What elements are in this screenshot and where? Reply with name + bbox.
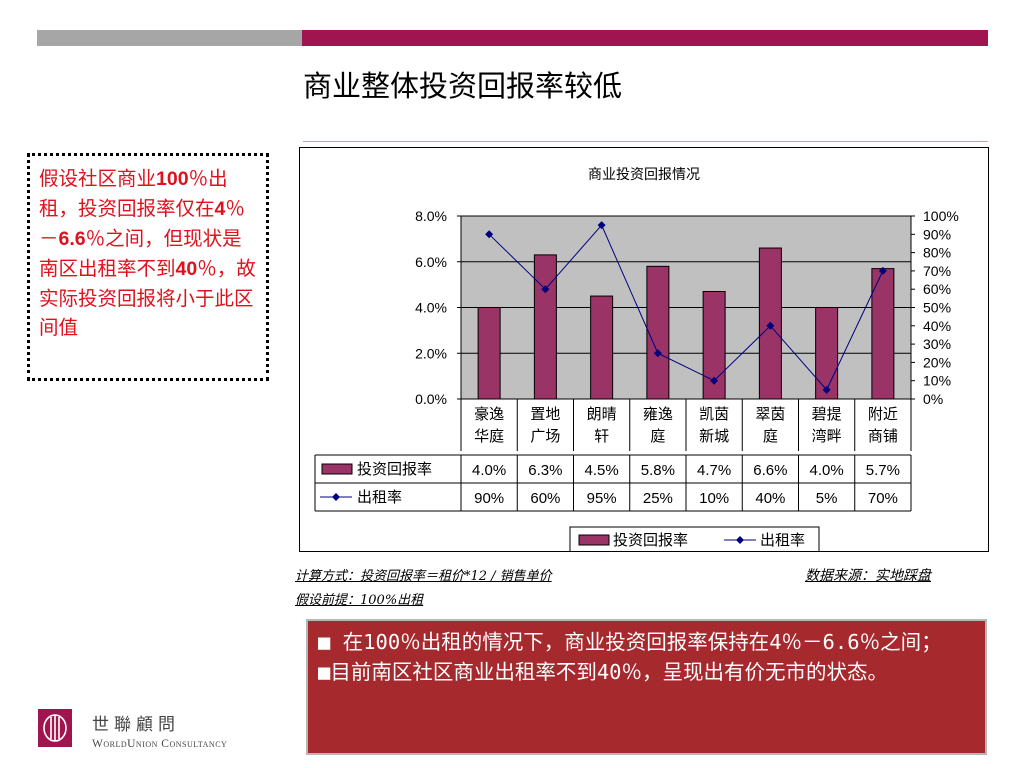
- right-axis-tick-label: 60%: [923, 281, 951, 297]
- right-axis-tick-label: 90%: [923, 226, 951, 242]
- legend-box: [569, 526, 820, 551]
- line-series-occupancy: [488, 224, 884, 391]
- right-axis-tick-label: 40%: [923, 318, 951, 334]
- category-label-line-1: 凯茵: [699, 405, 729, 423]
- category-label-line-2: 湾畔: [812, 427, 842, 445]
- right-axis-tick-label: 50%: [923, 300, 951, 316]
- note-text-4: ％之间，但现状是南区出租率不到: [39, 227, 242, 280]
- header-bar-gray: [37, 30, 302, 46]
- line-point: [822, 385, 831, 394]
- right-axis-tick-label: 0%: [923, 391, 943, 407]
- bar: [590, 295, 614, 400]
- summary-box: ■ 在100％出租的情况下，商业投资回报率保持在4％－6.6％之间； ■目前南区…: [306, 619, 987, 755]
- left-axis-tick-label: 2.0%: [415, 345, 447, 361]
- left-axis-tick-label: 6.0%: [415, 254, 447, 270]
- note-number-6-6: 6.6: [58, 228, 86, 250]
- right-axis-tick-label: 70%: [923, 263, 951, 279]
- legend-label-line: 出租率: [760, 531, 805, 549]
- left-axis-tick-label: 8.0%: [415, 208, 447, 224]
- bar: [815, 307, 839, 400]
- note-number-40: 40: [175, 258, 198, 280]
- combo-chart: 商业投资回报情况 0.0% 2.0% 4.0% 6.0% 8.0% 0% 10% 20% 30% 4…: [314, 167, 959, 551]
- chart-title: 商业投资回报情况: [588, 167, 700, 183]
- category-label-line-1: 碧提: [812, 405, 842, 423]
- legend-label-bar: 投资回报率: [613, 531, 688, 549]
- note-text-1: 假设社区商业: [39, 167, 157, 190]
- legend-key-marker: [736, 536, 744, 544]
- table-key-marker: [332, 493, 340, 501]
- line-point: [710, 376, 719, 385]
- left-axis-tick-label: 0.0%: [415, 391, 447, 407]
- line-point: [653, 349, 662, 358]
- right-axis-tick-label: 10%: [923, 373, 951, 389]
- summary-line-1: ■ 在100％出租的情况下，商业投资回报率保持在4％－6.6％之间；: [318, 630, 942, 654]
- category-label-line-1: 豪逸: [474, 405, 504, 423]
- category-label-line-1: 附近: [868, 405, 898, 423]
- category-label-line-1: 雍逸: [643, 405, 673, 423]
- table-cell-bar-value: 4.5%: [585, 462, 619, 479]
- category-label-line-2: 新城: [699, 427, 729, 445]
- right-axis-tick-label: 80%: [923, 245, 951, 261]
- note-text-5: ％，故实际投资回报将小于此区间值: [39, 257, 256, 339]
- chart-frame: 商业投资回报情况 0.0% 2.0% 4.0% 6.0% 8.0% 0% 10% 20% 30% 4…: [299, 147, 989, 552]
- table-cell-line-value: 5%: [816, 490, 838, 507]
- bar: [533, 254, 557, 400]
- line-point: [597, 221, 606, 230]
- bar: [477, 307, 501, 400]
- table-cell-line-value: 60%: [530, 490, 560, 507]
- category-label-line-2: 轩: [594, 427, 609, 445]
- table-cell-line-value: 10%: [699, 490, 729, 507]
- right-axis-tick-label: 100%: [923, 208, 959, 224]
- table-cell-line-value: 95%: [587, 490, 617, 507]
- line-point: [485, 230, 494, 239]
- table-cell-bar-value: 4.0%: [472, 462, 506, 479]
- category-label-line-2: 庭: [763, 427, 778, 445]
- table-cell-line-value: 70%: [868, 490, 898, 507]
- table-cell-bar-value: 4.7%: [697, 462, 731, 479]
- note-text-3: ％－: [39, 197, 245, 250]
- table-cell-bar-value: 6.6%: [753, 462, 787, 479]
- category-label-line-2: 广场: [530, 427, 560, 445]
- category-label-line-2: 庭: [650, 427, 665, 445]
- category-label-line-1: 翠茵: [755, 405, 785, 423]
- category-label-line-2: 商铺: [868, 427, 898, 445]
- right-axis-tick-label: 30%: [923, 336, 951, 352]
- table-series-name-bar: 投资回报率: [357, 460, 432, 478]
- data-source-note: 数据来源：实地踩盘: [805, 568, 931, 584]
- bar: [646, 265, 670, 400]
- note-number-100: 100: [156, 168, 189, 190]
- header-bar-accent: [302, 30, 988, 46]
- logo-english-name: WorldUnion Consultancy: [92, 738, 228, 750]
- legend-key-bar: [578, 534, 610, 546]
- bar: [702, 290, 726, 400]
- category-label-line-1: 置地: [530, 405, 560, 423]
- worldunion-logo-icon: [38, 709, 72, 747]
- table-cell-bar-value: 5.7%: [866, 462, 900, 479]
- right-axis-tick-label: 20%: [923, 354, 951, 370]
- slide-title: 商业整体投资回报率较低: [303, 69, 623, 103]
- line-point: [878, 266, 887, 275]
- line-point: [766, 321, 775, 330]
- category-label-line-2: 华庭: [474, 427, 504, 445]
- table-cell-line-value: 90%: [474, 490, 504, 507]
- title-rule: [303, 141, 988, 142]
- note-number-4: 4: [214, 198, 226, 220]
- line-point: [541, 285, 550, 294]
- left-axis-tick-label: 4.0%: [415, 300, 447, 316]
- assumption-note-box: 假设社区商业100％出租，投资回报率仅在4％－6.6％之间，但现状是南区出租率不…: [27, 153, 269, 381]
- table-cell-line-value: 25%: [643, 490, 673, 507]
- table-series-name-line: 出租率: [357, 488, 402, 506]
- summary-line-2: ■目前南区社区商业出租率不到40％，呈现出有价无市的状态。: [318, 660, 889, 684]
- table-cell-line-value: 40%: [755, 490, 785, 507]
- table-cell-bar-value: 6.3%: [528, 462, 562, 479]
- table-key-bar: [321, 463, 353, 475]
- note-text-2: ％出租，投资回报率仅在: [39, 167, 228, 220]
- calculation-note: 计算方式：投资回报率＝租价*12 / 销售单价: [295, 569, 552, 584]
- category-label-line-1: 朗晴: [587, 405, 617, 423]
- table-cell-bar-value: 4.0%: [810, 462, 844, 479]
- assumption-note: 假设前提：100%出租: [295, 593, 424, 608]
- logo-chinese-name: 世聯顧問: [92, 715, 180, 735]
- table-cell-bar-value: 5.8%: [641, 462, 675, 479]
